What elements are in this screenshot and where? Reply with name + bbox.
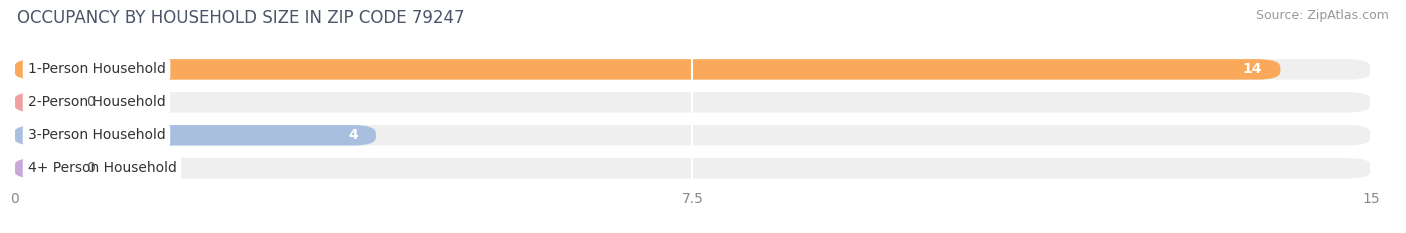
Text: OCCUPANCY BY HOUSEHOLD SIZE IN ZIP CODE 79247: OCCUPANCY BY HOUSEHOLD SIZE IN ZIP CODE … <box>17 9 464 27</box>
Text: 1-Person Household: 1-Person Household <box>28 62 166 76</box>
FancyBboxPatch shape <box>14 92 1371 113</box>
FancyBboxPatch shape <box>14 92 69 113</box>
FancyBboxPatch shape <box>14 125 375 146</box>
Text: 0: 0 <box>86 95 96 109</box>
Text: 0: 0 <box>86 161 96 175</box>
FancyBboxPatch shape <box>14 125 1371 146</box>
Text: 3-Person Household: 3-Person Household <box>28 128 166 142</box>
Text: 4: 4 <box>349 128 357 142</box>
Text: 2-Person Household: 2-Person Household <box>28 95 166 109</box>
Text: Source: ZipAtlas.com: Source: ZipAtlas.com <box>1256 9 1389 22</box>
Text: 4+ Person Household: 4+ Person Household <box>28 161 177 175</box>
FancyBboxPatch shape <box>14 158 69 178</box>
FancyBboxPatch shape <box>14 59 1281 80</box>
FancyBboxPatch shape <box>14 59 1371 80</box>
Text: 14: 14 <box>1243 62 1263 76</box>
FancyBboxPatch shape <box>14 158 1371 178</box>
